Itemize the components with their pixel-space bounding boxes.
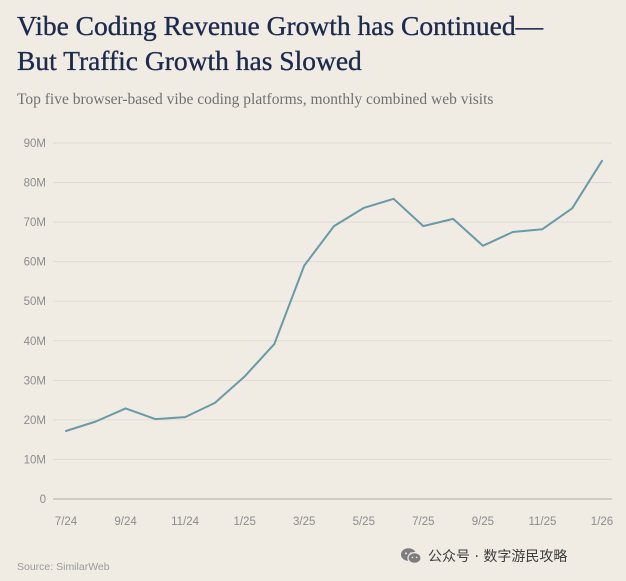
y-tick-label: 50M (24, 296, 46, 308)
x-tick-label: 7/25 (412, 516, 434, 528)
x-tick-label: 11/25 (528, 516, 556, 528)
x-tick-label: 9/25 (472, 516, 494, 528)
x-tick-label: 7/24 (55, 516, 78, 528)
y-tick-label: 60M (24, 257, 46, 269)
source-note: Source: SimilarWeb (17, 561, 110, 573)
x-tick-label: 1/25 (233, 516, 255, 528)
y-tick-label: 70M (24, 217, 46, 229)
y-tick-label: 10M (24, 454, 46, 466)
x-tick-label: 11/24 (171, 516, 200, 528)
y-tick-label: 80M (24, 178, 46, 190)
watermark-text: 公众号 · 数字游民攻略 (428, 549, 568, 565)
x-tick-label: 3/25 (293, 516, 315, 528)
y-tick-label: 90M (24, 138, 46, 150)
chart-title-line2: But Traffic Growth has Slowed (17, 45, 362, 76)
watermark: 公众号 · 数字游民攻略 (400, 546, 567, 566)
y-tick-label: 40M (24, 336, 46, 348)
chart-title-line1: Vibe Coding Revenue Growth has Continued… (17, 10, 544, 41)
x-tick-label: 1/26 (591, 516, 613, 528)
y-tick-label: 20M (24, 415, 46, 427)
y-tick-label: 30M (24, 375, 46, 387)
chart-subtitle: Top five browser-based vibe coding platf… (17, 91, 494, 108)
wechat-icon (401, 548, 422, 565)
x-tick-label: 5/25 (353, 516, 375, 528)
chart-title: Vibe Coding Revenue Growth has Continued… (17, 8, 617, 78)
series-line (65, 159, 603, 432)
x-tick-label: 9/24 (114, 516, 137, 528)
y-tick-label: 0 (40, 494, 46, 506)
